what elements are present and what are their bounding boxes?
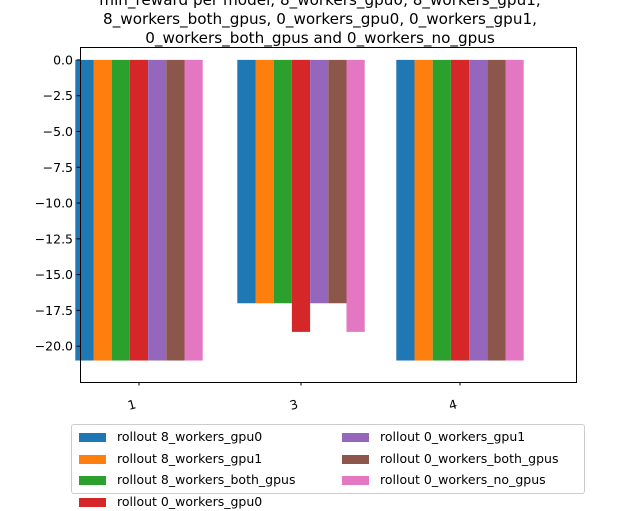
bar xyxy=(291,59,311,332)
x-tick-label: 4 xyxy=(447,396,459,413)
bar xyxy=(75,59,94,361)
bar xyxy=(148,59,167,361)
bar-chart: 0.0 −2.5 −5.0 −7.5 −10.0 −12.5 −15.0 −17.5 −20.0… xyxy=(35,47,577,413)
bar xyxy=(396,59,415,361)
chart-title-line: 0_workers_both_gpus and 0_workers_no_gpu… xyxy=(145,29,495,47)
bar xyxy=(310,59,329,304)
y-tick-label: −5.0 xyxy=(43,124,73,139)
chart-title-line: min_reward per model, 8_workers_gpu0, 8_… xyxy=(99,0,541,9)
bar xyxy=(346,59,365,332)
y-tick-label: −10.0 xyxy=(35,196,73,211)
legend-swatch xyxy=(342,476,369,485)
legend-label: rollout 8_workers_gpu0 xyxy=(117,429,263,444)
legend-label: rollout 0_workers_no_gpus xyxy=(380,472,546,487)
legend-swatch xyxy=(79,476,106,485)
bar xyxy=(273,59,292,304)
y-tick-label: −20.0 xyxy=(35,339,73,354)
chart-title: min_reward per model, 8_workers_gpu0, 8_… xyxy=(0,0,640,48)
bars-group xyxy=(75,59,524,361)
y-tick-label: −2.5 xyxy=(43,88,73,103)
bar xyxy=(487,59,506,361)
legend-swatch xyxy=(342,454,369,464)
legend-swatch xyxy=(79,454,106,464)
legend-swatch xyxy=(79,433,106,442)
plot-frame xyxy=(80,47,577,383)
y-tick-label: 0.0 xyxy=(53,52,73,67)
chart-title-line: 8_workers_both_gpus, 0_workers_gpu0, 0_w… xyxy=(103,10,537,28)
legend-swatch xyxy=(79,497,106,507)
bar xyxy=(166,59,185,361)
bar xyxy=(237,59,256,304)
bar xyxy=(414,59,433,361)
legend-label: rollout 0_workers_gpu1 xyxy=(380,429,526,444)
legend-label: rollout 8_workers_gpu1 xyxy=(117,450,263,466)
x-axis: 1 3 4 xyxy=(126,382,461,413)
bar xyxy=(328,59,347,304)
y-axis: 0.0 −2.5 −5.0 −7.5 −10.0 −12.5 −15.0 −17.5 −20.0 xyxy=(35,52,80,354)
y-tick-label: −15.0 xyxy=(35,267,73,282)
legend-label: rollout 0_workers_both_gpus xyxy=(380,450,559,466)
y-tick-label: −12.5 xyxy=(35,231,73,246)
bar xyxy=(255,59,274,304)
bar xyxy=(450,59,470,361)
legend-label: rollout 8_workers_both_gpus xyxy=(117,472,296,487)
legend-swatch xyxy=(342,433,369,442)
legend-label: rollout 0_workers_gpu0 xyxy=(117,493,263,509)
x-tick-label: 3 xyxy=(288,396,300,413)
bar xyxy=(111,59,130,361)
bar xyxy=(469,59,488,361)
x-tick-label: 1 xyxy=(126,396,138,413)
bar xyxy=(93,59,112,361)
y-tick-label: −7.5 xyxy=(43,160,73,175)
bar xyxy=(129,59,149,361)
y-tick-label: −17.5 xyxy=(35,303,73,318)
bar xyxy=(505,59,524,361)
bar xyxy=(432,59,451,361)
bar xyxy=(184,59,203,361)
